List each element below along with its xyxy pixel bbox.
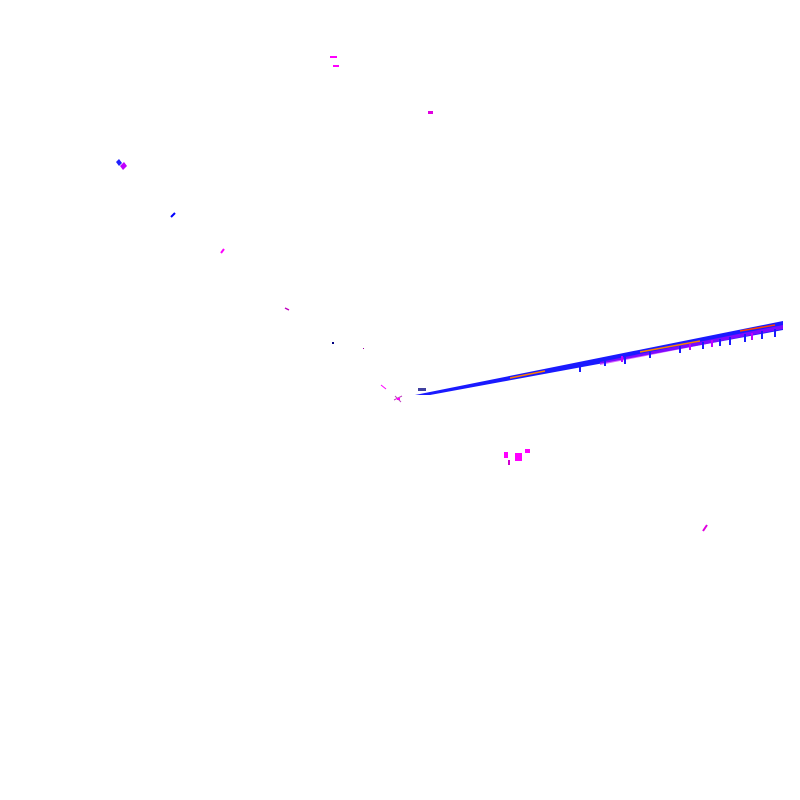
fragment (332, 342, 334, 344)
fragment (428, 111, 433, 114)
fragment (515, 453, 522, 461)
ray-band (415, 321, 783, 395)
fragment (639, 340, 701, 353)
cluster (393, 395, 403, 403)
blob (504, 449, 530, 465)
fragment (220, 248, 225, 254)
band (415, 321, 783, 395)
band-ticks (579, 329, 776, 372)
fragment (170, 212, 176, 218)
fragment (120, 162, 127, 170)
fragment (116, 159, 122, 166)
fragment (508, 460, 510, 465)
band-ticks-magenta (621, 333, 753, 362)
scattered-points (116, 56, 708, 532)
fragment (380, 384, 387, 390)
fragment (363, 348, 364, 349)
fragment (509, 370, 546, 379)
fragment (333, 65, 339, 67)
fragment (397, 398, 400, 400)
fragment (702, 524, 708, 532)
fragment (739, 324, 776, 332)
fragment (330, 56, 337, 58)
fragment (284, 307, 290, 311)
fragment (525, 449, 530, 453)
fragment (504, 452, 508, 458)
fragment (418, 388, 426, 391)
band-overlay (600, 325, 783, 365)
